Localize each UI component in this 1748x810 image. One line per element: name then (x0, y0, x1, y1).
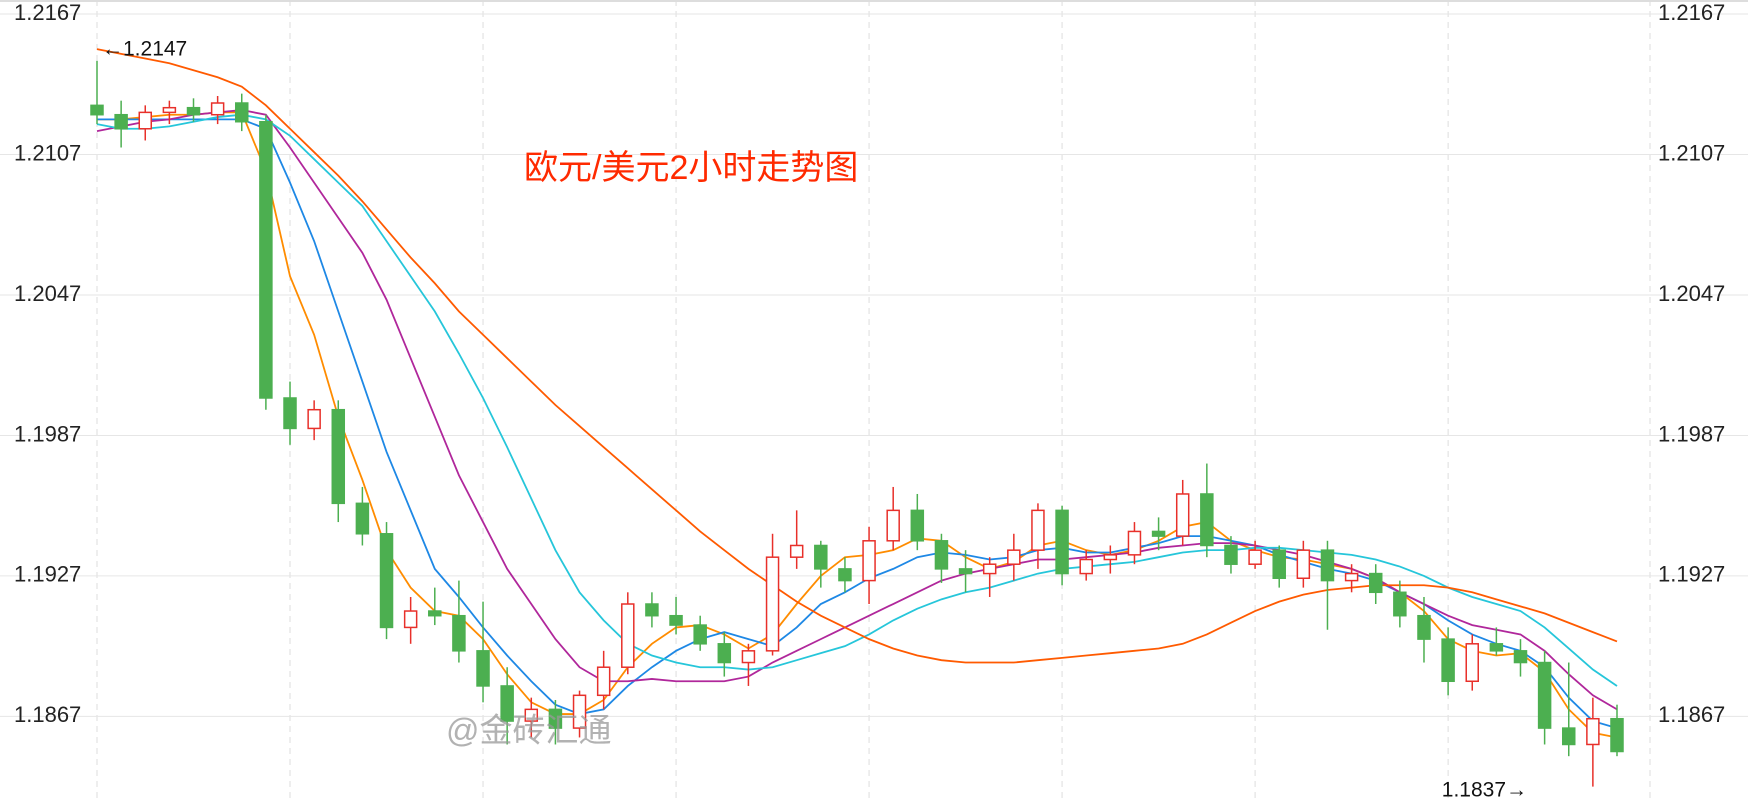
moving-average-line (97, 111, 1618, 739)
candle-body (789, 544, 804, 558)
candle-body (1296, 549, 1311, 580)
candle-body (838, 568, 852, 582)
candle-body (1248, 549, 1262, 565)
candle-body (331, 408, 346, 505)
candle-body (114, 113, 128, 130)
candle-body (524, 708, 539, 722)
candle-body (814, 544, 828, 570)
candle-body (1272, 549, 1286, 580)
candle-body (1417, 614, 1431, 640)
candle-body (259, 120, 273, 399)
candle-body (1489, 643, 1504, 652)
candle-body (982, 563, 997, 575)
candle-body (235, 102, 249, 123)
y-tick-label: 1.1927 (14, 562, 81, 587)
candle-body (572, 694, 587, 729)
candle-body (645, 603, 659, 617)
moving-average-line (96, 48, 1618, 664)
candle-body (934, 540, 949, 570)
candle-body (1127, 530, 1142, 556)
y2-tick-label: 1.1927 (1658, 562, 1725, 587)
candle-body (476, 650, 490, 687)
y2-tick-label: 1.2167 (1658, 0, 1725, 25)
candle-body (1441, 638, 1455, 683)
candle-body (765, 556, 780, 652)
candle-body (1151, 530, 1166, 537)
watermark: @金砖汇通 (446, 712, 612, 749)
candle-body (162, 106, 177, 114)
candle-body (958, 568, 973, 575)
candle-body (355, 502, 370, 535)
candle-body (717, 643, 732, 664)
candle-body (1561, 727, 1576, 746)
y-tick-label: 1.2167 (14, 0, 81, 25)
candle-body (379, 533, 394, 629)
candle-body (1344, 572, 1359, 582)
y-tick-label: 1.2107 (14, 140, 81, 165)
candle-body (1224, 544, 1238, 565)
moving-average-line (96, 109, 1618, 711)
moving-average-line (96, 113, 1618, 687)
candle-body (596, 666, 611, 697)
candle-body (741, 650, 756, 664)
candle-body (1586, 717, 1600, 746)
candle-body (1393, 591, 1407, 617)
candle-body (1007, 549, 1021, 565)
candle-body (428, 610, 442, 617)
candle-body (403, 610, 418, 629)
y2-tick-label: 1.2107 (1658, 140, 1725, 165)
candle-body (1175, 493, 1190, 537)
candle-body (307, 408, 321, 430)
y2-tick-label: 1.1987 (1658, 421, 1725, 446)
candle-body (1465, 643, 1479, 683)
y2-tick-label: 1.2047 (1658, 281, 1725, 306)
candle-body (1103, 554, 1118, 561)
chart-title: 欧元/美元2小时走势图 (524, 149, 858, 187)
candle-body (1513, 650, 1528, 664)
candle-body (669, 614, 683, 626)
moving-average-line (97, 118, 1618, 729)
y2-tick-label: 1.1867 (1658, 702, 1725, 727)
annotation: 1.1837→ (1442, 779, 1527, 802)
candle-body (210, 102, 225, 116)
candle-body (452, 614, 466, 652)
candle-body (283, 397, 297, 430)
candle-body (186, 106, 201, 116)
candle-body (500, 685, 514, 722)
candle-body (1537, 661, 1552, 729)
candle-body (1031, 509, 1045, 551)
candle-body (90, 104, 104, 116)
candle-body (910, 509, 925, 542)
candle-body (693, 624, 707, 645)
candle-body (1368, 572, 1383, 594)
y-tick-label: 1.2047 (14, 281, 81, 306)
y-tick-label: 1.1987 (14, 421, 81, 446)
candle-body (1200, 493, 1214, 547)
candle-body (1055, 509, 1069, 575)
candle-body (138, 111, 153, 130)
candle-body (1079, 558, 1093, 575)
annotation: ←1.2147 (102, 38, 187, 61)
y-tick-label: 1.1867 (14, 702, 81, 727)
candle-body (886, 509, 900, 542)
candle-body (1610, 717, 1624, 753)
candle-body (548, 708, 563, 729)
candle-body (621, 603, 635, 668)
candle-body (862, 540, 876, 582)
candle-body (1320, 549, 1335, 582)
